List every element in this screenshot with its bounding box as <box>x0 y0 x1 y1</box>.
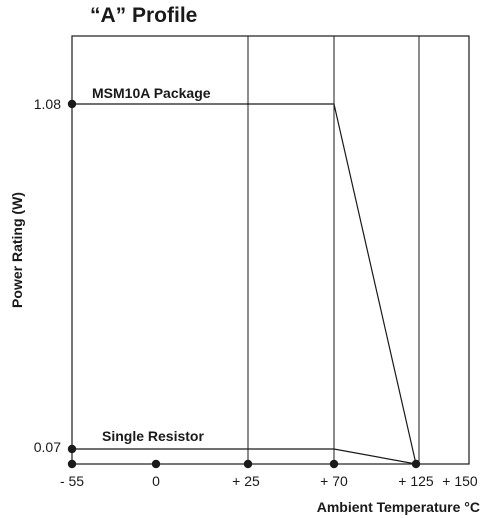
series-line-resistor <box>72 448 417 465</box>
x-tick-label: 0 <box>152 473 160 489</box>
series-line-package <box>72 103 417 465</box>
series-layer <box>72 103 417 465</box>
x-axis-marker <box>411 459 421 469</box>
x-axis-marker <box>67 459 77 469</box>
x-tick-label: + 125 <box>398 473 434 489</box>
x-axis-marker <box>151 459 161 469</box>
marker-layer <box>67 99 421 469</box>
series-label-resistor: Single Resistor <box>102 428 204 444</box>
y-tick-marker <box>67 99 77 109</box>
y-tick-label-high: 1.08 <box>34 96 61 112</box>
x-tick-label: - 55 <box>60 473 84 489</box>
y-tick-marker <box>67 444 77 454</box>
x-tick-label: + 70 <box>320 473 348 489</box>
plot-frame <box>71 35 470 465</box>
x-axis-marker <box>243 459 253 469</box>
series-label-package: MSM10A Package <box>92 85 211 101</box>
y-axis-label: Power Rating (W) <box>9 192 25 308</box>
x-axis-marker <box>329 459 339 469</box>
chart-title: “A” Profile <box>90 4 198 27</box>
x-axis-label: Ambient Temperature °C <box>317 499 480 515</box>
y-tick-label-low: 0.07 <box>34 439 61 455</box>
x-tick-label: + 25 <box>232 473 260 489</box>
x-tick-label: + 150 <box>442 473 478 489</box>
